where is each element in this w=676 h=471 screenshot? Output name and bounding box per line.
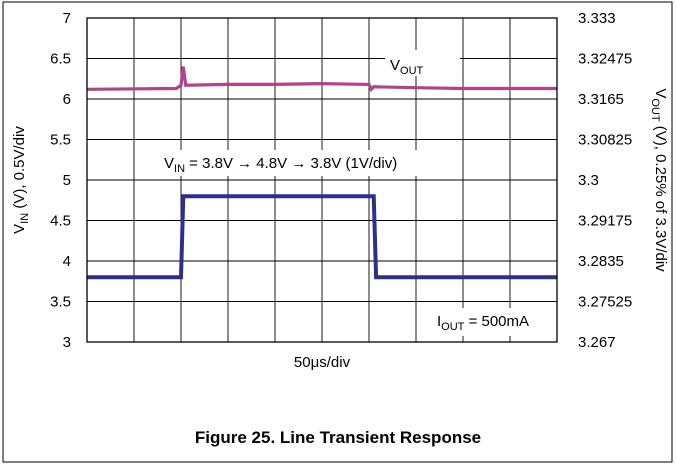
- x-axis-label: 50μs/div: [294, 354, 351, 371]
- outer-border: [2, 1, 673, 463]
- vout-label: VOUT: [390, 57, 424, 77]
- right-tick-label: 3.30825: [578, 132, 632, 149]
- left-tick-label: 5: [63, 172, 71, 189]
- annotation-sub: OUT: [441, 321, 465, 333]
- right-tick-label: 3.333: [578, 10, 616, 27]
- right-tick-label: 3.32475: [578, 51, 632, 68]
- left-tick-label: 3: [63, 334, 71, 351]
- left-tick-label: 6: [63, 91, 71, 108]
- left-axis-label-sub: IN: [19, 213, 31, 224]
- right-tick-label: 3.3165: [578, 91, 624, 108]
- left-tick-label: 5.5: [50, 132, 71, 149]
- right-tick-label: 3.267: [578, 334, 616, 351]
- annotation-rest: = 500mA: [464, 313, 529, 330]
- right-ticks: 3.267 3.27525 3.2835 3.29175 3.3 3.30825 3.316…: [578, 10, 632, 351]
- right-axis-label-rest: (V), 0.25% of 3.3V/div: [652, 122, 669, 273]
- vin-label-sub: IN: [174, 163, 185, 175]
- right-axis-label-main: V: [652, 88, 669, 98]
- right-tick-label: 3.3: [578, 172, 599, 189]
- vin-label-bg: [160, 150, 448, 176]
- left-axis-label-main: V: [11, 224, 28, 234]
- vout-label-bg: [385, 50, 460, 76]
- left-tick-label: 6.5: [50, 51, 71, 68]
- left-tick-label: 3.5: [50, 294, 71, 311]
- plot-frame: [86, 17, 558, 343]
- series-layer: [86, 66, 557, 280]
- annotation-text: IOUT = 500mA: [437, 313, 529, 333]
- vin-label-rest: = 3.8V → 4.8V → 3.8V (1V/div): [185, 155, 397, 172]
- vout-label-main: V: [390, 57, 400, 74]
- left-ticks: 3 3.5 4 4.5 5 5.5 6 6.5 7: [50, 10, 71, 351]
- right-axis-label: VOUT (V), 0.25% of 3.3V/div: [649, 88, 669, 272]
- right-axis-label-sub: OUT: [649, 98, 661, 122]
- grid-layer: [87, 18, 557, 342]
- left-tick-label: 4: [63, 253, 71, 270]
- right-tick-label: 3.2835: [578, 253, 624, 270]
- left-tick-label: 7: [63, 10, 71, 27]
- vout-label-sub: OUT: [400, 65, 424, 77]
- vin-label-main: V: [164, 155, 174, 172]
- annotation-bg: [432, 308, 550, 336]
- right-tick-label: 3.29175: [578, 213, 632, 230]
- annotation-group: IOUT = 500mA: [432, 308, 550, 336]
- series-line-vout: [86, 66, 557, 93]
- vin-label-group: VIN = 3.8V → 4.8V → 3.8V (1V/div): [160, 150, 448, 176]
- series-line-vin: [87, 194, 557, 280]
- annotation-main: I: [437, 313, 441, 330]
- figure-caption: Figure 25. Line Transient Response: [194, 428, 482, 447]
- left-tick-label: 4.5: [50, 213, 71, 230]
- right-tick-label: 3.27525: [578, 294, 632, 311]
- left-axis-label-rest: (V), 0.5V/div: [11, 126, 28, 213]
- left-axis-label: VIN (V), 0.5V/div: [11, 126, 31, 234]
- vout-label-group: VOUT: [385, 50, 460, 77]
- vin-label: VIN = 3.8V → 4.8V → 3.8V (1V/div): [164, 155, 397, 175]
